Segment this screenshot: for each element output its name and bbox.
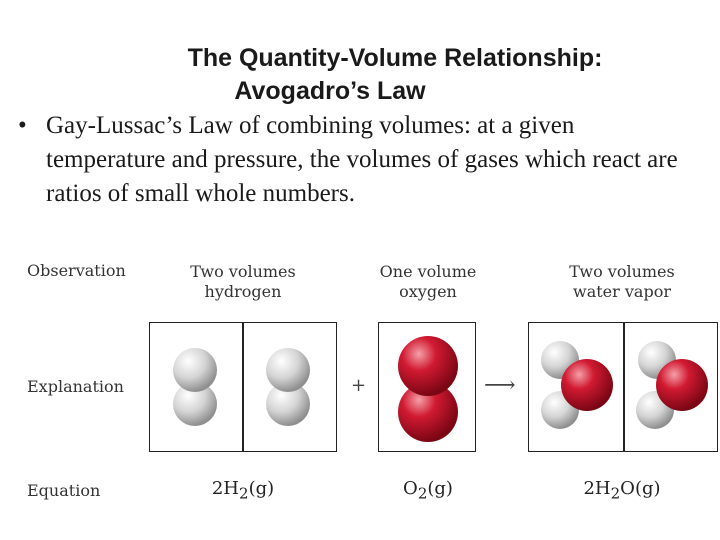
bullet-marker: • (18, 112, 27, 139)
reaction-arrow: ⟶ (484, 373, 516, 398)
eq-oxygen-state: (g) (427, 478, 453, 499)
column-header-water-line-2: water vapor (573, 282, 671, 301)
eq-hydrogen-subscript: 2 (239, 484, 249, 503)
water-box-divider (623, 323, 625, 451)
slide-title-line-1: The Quantity-Volume Relationship: (187, 44, 603, 72)
column-header-hydrogen-line-2: hydrogen (204, 282, 282, 301)
hydrogen-volumes-box (149, 322, 337, 452)
eq-oxygen-subscript: 2 (417, 484, 428, 503)
row-label-observation: Observation (27, 261, 126, 280)
slide-title-line-2: Avogadro’s Law (234, 77, 426, 105)
row-label-explanation: Explanation (27, 377, 124, 396)
eq-water-formula: 2H (583, 478, 611, 499)
eq-hydrogen-formula: 2H (211, 478, 240, 499)
equation-oxygen: O2(g) (348, 478, 508, 503)
row-label-equation: Equation (27, 481, 101, 500)
equation-water: 2H2O(g) (542, 478, 702, 503)
water-molecule-2 (636, 341, 708, 429)
hydrogen-molecule-1 (173, 348, 217, 426)
hydrogen-box-divider (242, 323, 244, 451)
column-header-hydrogen: Two volumes hydrogen (163, 262, 323, 302)
eq-water-oxygen: O (620, 478, 635, 499)
column-header-water: Two volumes water vapor (542, 262, 702, 302)
hydrogen-molecule-2 (266, 348, 310, 426)
bullet-text: Gay-Lussac’s Law of combining volumes: a… (46, 112, 678, 207)
eq-hydrogen-state: (g) (248, 478, 275, 499)
column-header-oxygen-line-1: One volume (379, 262, 477, 281)
column-header-oxygen: One volume oxygen (348, 262, 508, 302)
eq-water-subscript: 2 (610, 484, 621, 503)
column-header-hydrogen-line-1: Two volumes (190, 262, 296, 281)
plus-sign: + (351, 375, 367, 396)
eq-water-state: (g) (634, 478, 661, 499)
oxygen-molecule (398, 336, 458, 442)
column-header-water-line-1: Two volumes (569, 262, 675, 281)
column-header-oxygen-line-2: oxygen (399, 282, 457, 301)
eq-oxygen-formula: O (403, 478, 418, 499)
equation-hydrogen: 2H2(g) (163, 478, 323, 503)
water-molecule-1 (541, 341, 613, 429)
